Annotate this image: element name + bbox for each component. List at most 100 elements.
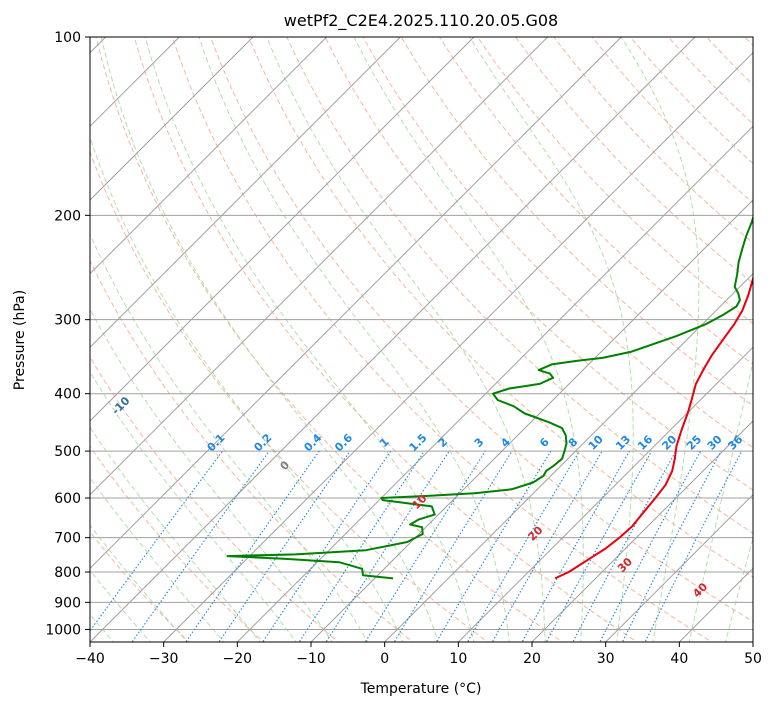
line-labels: -100-90-80-70-60-50-40-30-20-100.10.20.4… bbox=[109, 394, 745, 600]
y-tick-label: 100 bbox=[54, 30, 81, 46]
x-tick-label: −20 bbox=[223, 651, 253, 667]
mixing-ratio-label: 2 bbox=[436, 435, 451, 450]
chart-title: wetPf2_C2E4.2025.110.20.05.G08 bbox=[284, 11, 558, 31]
moist-adiabat-label: 10 bbox=[410, 492, 430, 512]
x-tick-label: −40 bbox=[75, 651, 105, 667]
mixing-ratio-line bbox=[644, 450, 743, 642]
moist-adiabat-line bbox=[90, 135, 404, 642]
dewpoint-line bbox=[226, 214, 753, 580]
axis-ticks: −40 −30 −20 −10 0 10 20 30 40 5010020030040050060… bbox=[45, 30, 762, 667]
isotherm-line bbox=[90, 37, 328, 275]
mixing-ratio-label: 13 bbox=[613, 433, 633, 453]
dry-adiabat-line bbox=[477, 37, 753, 325]
mixing-ratio-line bbox=[131, 450, 270, 642]
dry-adiabat-line bbox=[171, 37, 713, 642]
x-tick-label: 0 bbox=[380, 651, 389, 667]
y-tick-label: 600 bbox=[54, 491, 81, 507]
isotherm-line bbox=[90, 37, 549, 496]
mixing-ratio-line bbox=[298, 450, 425, 642]
moist-adiabat-line bbox=[100, 37, 440, 642]
isotherm-line bbox=[236, 125, 753, 642]
mixing-ratio-line bbox=[262, 450, 392, 642]
isotherm-line bbox=[90, 37, 254, 201]
mixing-ratio-label: 6 bbox=[537, 435, 552, 450]
dry-adiabat-line bbox=[90, 356, 339, 642]
x-tick-label: 30 bbox=[597, 651, 615, 667]
x-tick-label: −10 bbox=[296, 651, 326, 667]
moist-adiabat-label: 0 bbox=[278, 458, 293, 473]
isotherm-line bbox=[457, 346, 753, 642]
moist-adiabat-line bbox=[725, 536, 753, 642]
dry-adiabat-line bbox=[90, 445, 265, 642]
mixing-ratio-line bbox=[218, 450, 351, 642]
mixing-ratio-line bbox=[393, 450, 513, 642]
isotherm-line bbox=[90, 37, 696, 642]
x-tick-label: −30 bbox=[149, 651, 179, 667]
dry-adiabat-line bbox=[706, 37, 753, 86]
y-axis-label: Pressure (hPa) bbox=[12, 290, 28, 390]
moist-adiabat-line bbox=[353, 37, 584, 642]
mixing-ratio-line bbox=[90, 450, 223, 632]
isotherm-line bbox=[310, 199, 753, 642]
dry-adiabat-line bbox=[133, 37, 638, 642]
dry-adiabat-line bbox=[438, 37, 753, 366]
mixing-ratio-label: 16 bbox=[635, 432, 655, 452]
moist-adiabat-line bbox=[688, 358, 753, 642]
mixing-ratio-line bbox=[491, 450, 603, 642]
mixing-ratio-line bbox=[572, 450, 677, 642]
y-tick-label: 500 bbox=[54, 444, 81, 460]
dry-adiabat-line bbox=[286, 37, 753, 534]
isotherm-line bbox=[678, 567, 753, 642]
y-tick-label: 800 bbox=[54, 565, 81, 581]
dry-adiabat-line bbox=[362, 37, 753, 449]
isotherm-line bbox=[90, 37, 401, 349]
moist-adiabat-line bbox=[90, 370, 297, 642]
mixing-ratio-line bbox=[185, 450, 320, 642]
x-tick-label: 10 bbox=[449, 651, 467, 667]
x-tick-label: 20 bbox=[523, 651, 541, 667]
y-tick-label: 400 bbox=[54, 387, 81, 403]
dry-adiabat-line bbox=[744, 37, 753, 47]
y-tick-label: 300 bbox=[54, 313, 81, 329]
isotherm-line bbox=[752, 641, 753, 642]
isotherm-line bbox=[90, 37, 475, 422]
x-tick-label: 50 bbox=[744, 651, 762, 667]
moist-adiabat-label: 20 bbox=[525, 523, 545, 543]
isotherm-line bbox=[605, 493, 753, 642]
mixing-ratio-label: 30 bbox=[705, 432, 725, 452]
y-tick-label: 1000 bbox=[45, 622, 81, 638]
dry-adiabat-line bbox=[90, 150, 489, 642]
background-lines bbox=[90, 37, 775, 644]
dry-adiabat-line bbox=[324, 37, 753, 491]
mixing-ratio-line bbox=[621, 450, 722, 642]
mixing-ratio-label: 1 bbox=[377, 435, 392, 450]
y-tick-label: 200 bbox=[54, 208, 81, 224]
dry-adiabat-line bbox=[95, 37, 564, 642]
moist-adiabat-line bbox=[90, 308, 333, 642]
mixing-ratio-label: 10 bbox=[586, 432, 606, 452]
temperature-line bbox=[554, 274, 753, 580]
isotherm-line bbox=[163, 51, 753, 642]
isotherm-line bbox=[531, 420, 753, 642]
moist-adiabat-label: 40 bbox=[690, 580, 710, 600]
dry-adiabat-line bbox=[90, 531, 190, 642]
mixing-ratio-line bbox=[466, 450, 580, 642]
moist-adiabat-line bbox=[761, 37, 775, 644]
dry-adiabat-line bbox=[90, 259, 414, 642]
mixing-ratio-label: 36 bbox=[725, 432, 745, 452]
moist-adiabat-line bbox=[469, 37, 634, 642]
mixing-ratio-line bbox=[435, 450, 552, 642]
isotherm-line bbox=[90, 37, 622, 570]
mixing-ratio-line bbox=[325, 450, 450, 642]
moist-adiabat-line bbox=[90, 524, 188, 642]
plot-frame bbox=[89, 36, 754, 643]
x-axis-label: Temperature (°C) bbox=[360, 681, 482, 697]
y-tick-label: 700 bbox=[54, 531, 81, 547]
x-tick-label: 40 bbox=[670, 651, 688, 667]
sounding-lines bbox=[226, 214, 753, 580]
moist-adiabat-line bbox=[198, 37, 510, 642]
moist-adiabat-line bbox=[90, 476, 225, 642]
moist-adiabat-line bbox=[620, 37, 700, 642]
mixing-ratio-line bbox=[599, 450, 701, 642]
